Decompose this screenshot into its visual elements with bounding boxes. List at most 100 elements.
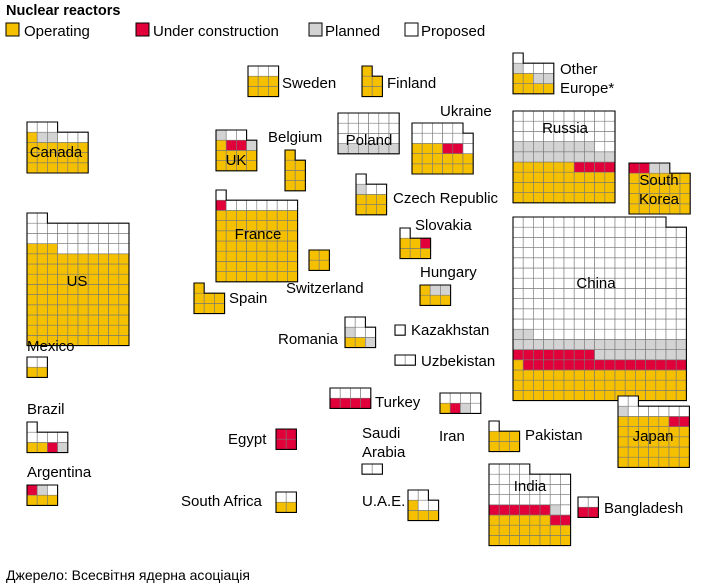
cell-china-proposed [584, 298, 595, 310]
cell-sweden-proposed [247, 65, 259, 77]
cell-russia-operating [604, 182, 616, 193]
cell-france-operating [276, 210, 288, 221]
cell-us-operating [108, 304, 120, 316]
cell-russia-operating [522, 171, 534, 183]
cell-u-a-e-operating [407, 499, 419, 511]
cell-pakistan-operating [509, 441, 520, 452]
cell-india-operating [498, 524, 510, 536]
cell-france-proposed [287, 199, 298, 211]
cell-india-proposed [488, 494, 500, 506]
cell-ukraine-proposed [442, 132, 454, 144]
cell-france-operating [287, 210, 298, 221]
cell-brazil-planned [57, 442, 69, 453]
cell-sweden-operating [257, 75, 269, 87]
cell-china-proposed [512, 288, 524, 299]
cell-czech-republic-proposed [376, 183, 387, 195]
cell-egypt-under-construction [275, 428, 287, 440]
cell-china-proposed [553, 216, 565, 228]
cell-china-operating [512, 390, 524, 401]
cell-u-a-e-operating [417, 510, 429, 521]
cell-china-under-construction [573, 359, 585, 371]
cell-china-proposed [665, 237, 677, 248]
cell-mexico-proposed [36, 356, 48, 368]
cell-japan-proposed [638, 405, 649, 417]
cell-finland-operating [371, 86, 383, 97]
waffle-switzerland [308, 249, 330, 271]
cell-japan-under-construction [668, 416, 680, 427]
cell-russia-operating [522, 192, 534, 204]
cell-us-operating [57, 324, 69, 336]
cell-ukraine-operating [462, 163, 474, 175]
cell-france-operating [246, 210, 258, 221]
label-u-a-e: U.A.E. [362, 493, 405, 510]
cell-us-operating [57, 294, 69, 306]
cell-china-under-construction [584, 359, 595, 371]
cell-france-proposed [225, 199, 237, 211]
waffle-outline-argentina [26, 484, 59, 506]
cell-russia-planned [584, 151, 595, 163]
cell-china-operating [522, 390, 534, 401]
cell-china-planned [624, 339, 636, 350]
cell-us-operating [47, 294, 58, 306]
cell-china-proposed [675, 277, 687, 289]
cell-china-proposed [512, 318, 524, 330]
cell-china-proposed [645, 257, 657, 269]
cell-china-operating [563, 369, 575, 381]
cell-france-operating [215, 230, 227, 242]
cell-japan-operating [648, 416, 660, 427]
cell-us-operating [47, 273, 58, 285]
cell-china-operating [584, 369, 595, 381]
cell-china-proposed [665, 308, 677, 320]
cell-china-proposed [645, 318, 657, 330]
cell-china-proposed [543, 237, 555, 248]
cell-us-proposed [26, 212, 38, 224]
cell-china-planned [675, 349, 687, 361]
cell-russia-planned [533, 141, 544, 153]
cell-uk-proposed [225, 129, 237, 141]
cell-china-under-construction [512, 349, 524, 361]
cell-china-proposed [635, 318, 646, 330]
cell-ukraine-operating [452, 153, 464, 165]
cell-france-operating [287, 261, 298, 272]
cell-france-proposed [246, 199, 258, 211]
cell-china-proposed [604, 328, 616, 340]
cell-japan-operating [617, 436, 629, 448]
cell-slovakia-operating [409, 237, 421, 249]
cell-france-operating [215, 261, 227, 272]
cell-china-operating [594, 379, 606, 391]
cell-iran-proposed [470, 392, 482, 404]
cell-russia-operating [533, 182, 544, 193]
cell-china-under-construction [635, 359, 646, 371]
cell-russia-proposed [522, 110, 534, 122]
cell-japan-operating [658, 416, 670, 427]
cell-pakistan-operating [488, 441, 500, 452]
cell-switzerland-operating [318, 249, 330, 261]
label-argentina: Argentina [27, 464, 92, 481]
cell-india-operating [529, 524, 541, 536]
cell-argentina-proposed [47, 484, 58, 496]
cell-china-proposed [665, 257, 677, 269]
cell-china-proposed [614, 257, 626, 269]
waffle-outline-south-korea [628, 162, 691, 215]
cell-russia-operating [563, 192, 575, 204]
cell-china-proposed [563, 267, 575, 279]
cell-iran-proposed [439, 392, 451, 404]
cell-china-proposed [635, 257, 646, 269]
cell-china-proposed [655, 247, 667, 259]
source-note: Джерело: Всесвітня ядерна асоціація [6, 567, 250, 583]
cell-russia-operating [584, 182, 595, 193]
cell-china-under-construction [563, 349, 575, 361]
cell-finland-operating [371, 75, 383, 87]
cell-other-europe-planned [543, 73, 555, 84]
cell-china-operating [594, 390, 606, 401]
waffle-belgium [284, 149, 306, 192]
cell-us-proposed [26, 222, 38, 234]
waffle-china [512, 216, 687, 402]
cell-china-proposed [543, 226, 555, 238]
cell-slovakia-operating [399, 248, 411, 259]
cell-china-proposed [533, 267, 544, 279]
cell-us-operating [26, 304, 38, 316]
cell-china-proposed [522, 216, 534, 228]
cell-iran-operating [439, 402, 451, 414]
cell-china-proposed [594, 237, 606, 248]
